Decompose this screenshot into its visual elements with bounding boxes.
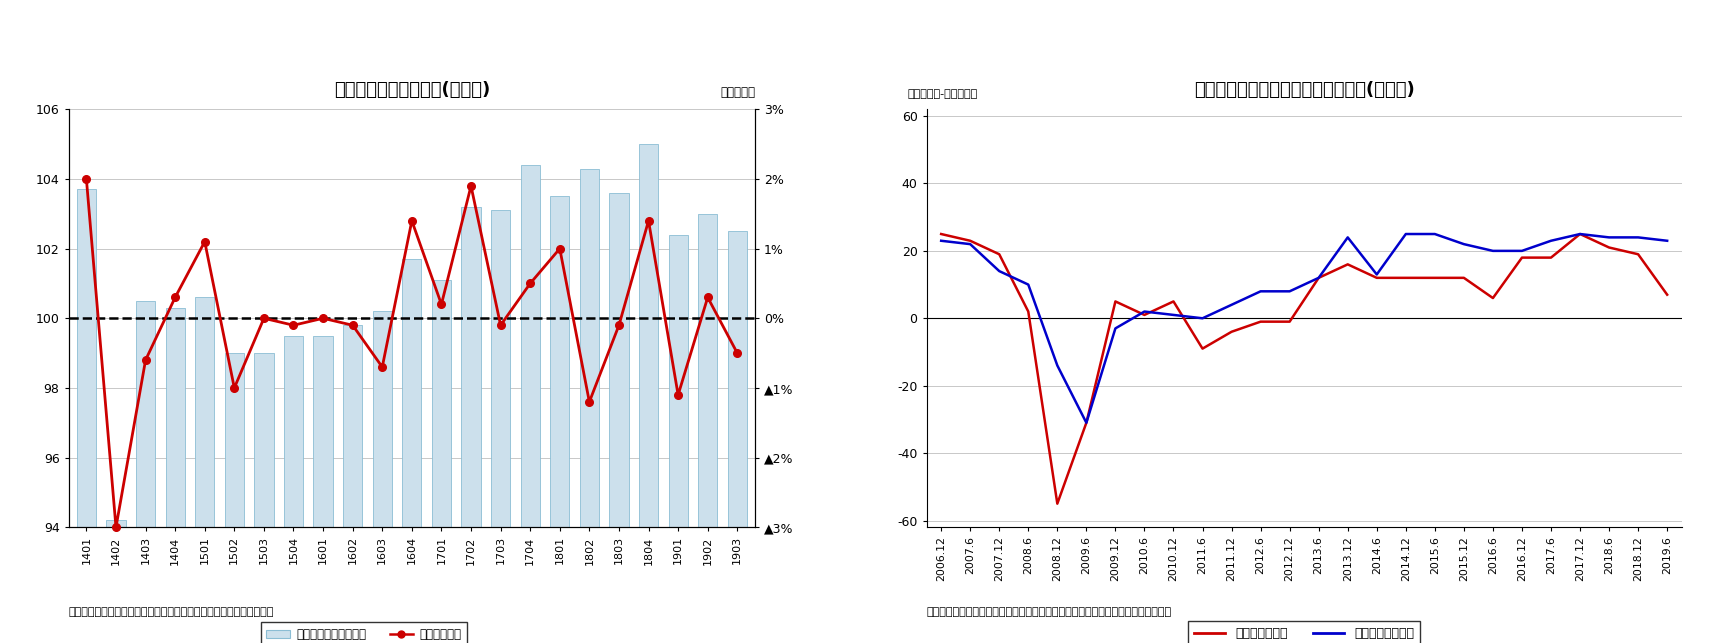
Bar — [638, 144, 659, 643]
Bar — [669, 235, 688, 643]
Bar — [520, 165, 541, 643]
Legend: 鉱工業生産指数（左）, 前期比（右）: 鉱工業生産指数（左）, 前期比（右） — [261, 622, 467, 643]
Bar — [136, 301, 154, 643]
Bar — [698, 214, 717, 643]
Text: （出所）日本銀行「全国企業短期経済観測調査」を基にニッセイ基礎研究所が作成: （出所）日本銀行「全国企業短期経済観測調査」を基にニッセイ基礎研究所が作成 — [927, 607, 1172, 617]
Text: （出所）経済産業省「鉱工業指数」を基にニッセイ基礎研究所が作成: （出所）経済産業省「鉱工業指数」を基にニッセイ基礎研究所が作成 — [69, 607, 275, 617]
Bar — [432, 280, 451, 643]
Bar — [165, 308, 185, 643]
Bar — [314, 336, 333, 643]
Bar — [254, 353, 273, 643]
Bar — [609, 193, 628, 643]
Text: （「良い」-「悪い」）: （「良い」-「悪い」） — [908, 89, 978, 99]
Bar — [196, 298, 214, 643]
Bar — [491, 210, 510, 643]
Bar — [343, 325, 362, 643]
Bar — [728, 231, 746, 643]
Bar — [551, 196, 570, 643]
Bar — [283, 336, 304, 643]
Title: 図表－１　鉱工業生産(前期比): 図表－１ 鉱工業生産(前期比) — [333, 82, 491, 100]
Bar — [580, 168, 599, 643]
Bar — [106, 520, 125, 643]
Legend: 大企業・製造業, 大企業・非製造業: 大企業・製造業, 大企業・非製造業 — [1187, 621, 1421, 643]
Bar — [462, 207, 480, 643]
Bar — [225, 353, 244, 643]
Title: 図表－２　日銀短観　業況判断ＤＩ(大企業): 図表－２ 日銀短観 業況判断ＤＩ(大企業) — [1194, 82, 1414, 100]
Bar — [77, 190, 96, 643]
Text: （前期比）: （前期比） — [721, 86, 755, 99]
Bar — [372, 311, 391, 643]
Bar — [402, 259, 422, 643]
